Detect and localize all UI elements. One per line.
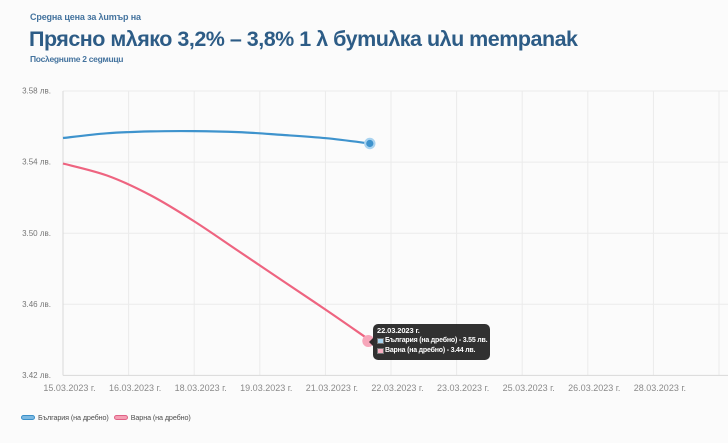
svg-text:3.50 лв.: 3.50 лв.: [22, 229, 51, 238]
svg-text:3.42 лв.: 3.42 лв.: [22, 371, 51, 380]
svg-text:19.03.2023 г.: 19.03.2023 г.: [240, 383, 292, 393]
svg-text:22.03.2023 г.: 22.03.2023 г.: [371, 383, 423, 393]
svg-text:23.03.2023 г.: 23.03.2023 г.: [437, 383, 489, 393]
svg-text:16.03.2023 г.: 16.03.2023 г.: [109, 383, 161, 393]
svg-text:18.03.2023 г.: 18.03.2023 г.: [175, 383, 227, 393]
svg-text:21.03.2023 г.: 21.03.2023 г.: [306, 383, 358, 393]
svg-text:28.03.2023 г.: 28.03.2023 г.: [634, 383, 686, 393]
svg-text:3.54 лв.: 3.54 лв.: [22, 158, 51, 167]
svg-text:25.03.2023 г.: 25.03.2023 г.: [503, 383, 555, 393]
svg-text:3.58 лв.: 3.58 лв.: [22, 87, 51, 96]
svg-text:26.03.2023 г.: 26.03.2023 г.: [568, 383, 620, 393]
svg-text:15.03.2023 г.: 15.03.2023 г.: [43, 383, 95, 393]
svg-text:3.46 лв.: 3.46 лв.: [22, 300, 51, 309]
